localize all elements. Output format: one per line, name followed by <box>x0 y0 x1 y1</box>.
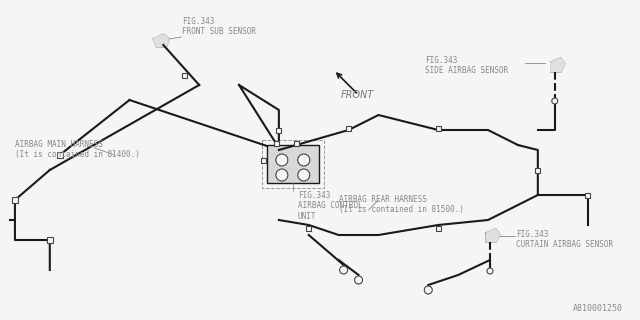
Polygon shape <box>182 73 187 77</box>
Polygon shape <box>276 127 282 132</box>
Text: FRONT: FRONT <box>340 90 374 100</box>
Text: FIG.343
AIRBAG CONTROL
UNIT: FIG.343 AIRBAG CONTROL UNIT <box>298 191 362 221</box>
Polygon shape <box>12 197 18 203</box>
Polygon shape <box>346 125 351 131</box>
Polygon shape <box>535 167 540 172</box>
Text: A810001250: A810001250 <box>573 304 623 313</box>
Polygon shape <box>585 193 590 197</box>
Polygon shape <box>436 226 441 230</box>
Polygon shape <box>551 58 564 72</box>
Text: FIG.343
FRONT SUB SENSOR: FIG.343 FRONT SUB SENSOR <box>182 17 256 36</box>
Circle shape <box>552 98 557 104</box>
FancyBboxPatch shape <box>267 145 319 183</box>
Polygon shape <box>307 226 311 230</box>
Circle shape <box>487 268 493 274</box>
Circle shape <box>355 276 362 284</box>
Polygon shape <box>47 237 52 243</box>
Circle shape <box>298 169 310 181</box>
Polygon shape <box>154 34 170 47</box>
Polygon shape <box>486 229 500 242</box>
Circle shape <box>276 154 288 166</box>
Circle shape <box>276 169 288 181</box>
Polygon shape <box>57 152 63 158</box>
Circle shape <box>298 154 310 166</box>
Polygon shape <box>436 125 441 131</box>
Polygon shape <box>262 157 266 163</box>
Text: AIRBAG MAIN HARNESS
(It is contained in 81400.): AIRBAG MAIN HARNESS (It is contained in … <box>15 140 140 159</box>
Circle shape <box>340 266 348 274</box>
Text: FIG.343
CURTAIN AIRBAG SENSOR: FIG.343 CURTAIN AIRBAG SENSOR <box>516 230 613 249</box>
Text: FIG.343
SIDE AIRBAG SENSOR: FIG.343 SIDE AIRBAG SENSOR <box>426 56 509 76</box>
Polygon shape <box>294 140 300 146</box>
Polygon shape <box>275 140 280 146</box>
Text: AIRBAG REAR HARNESS
(It is contained in 81500.): AIRBAG REAR HARNESS (It is contained in … <box>339 195 463 214</box>
Circle shape <box>424 286 432 294</box>
